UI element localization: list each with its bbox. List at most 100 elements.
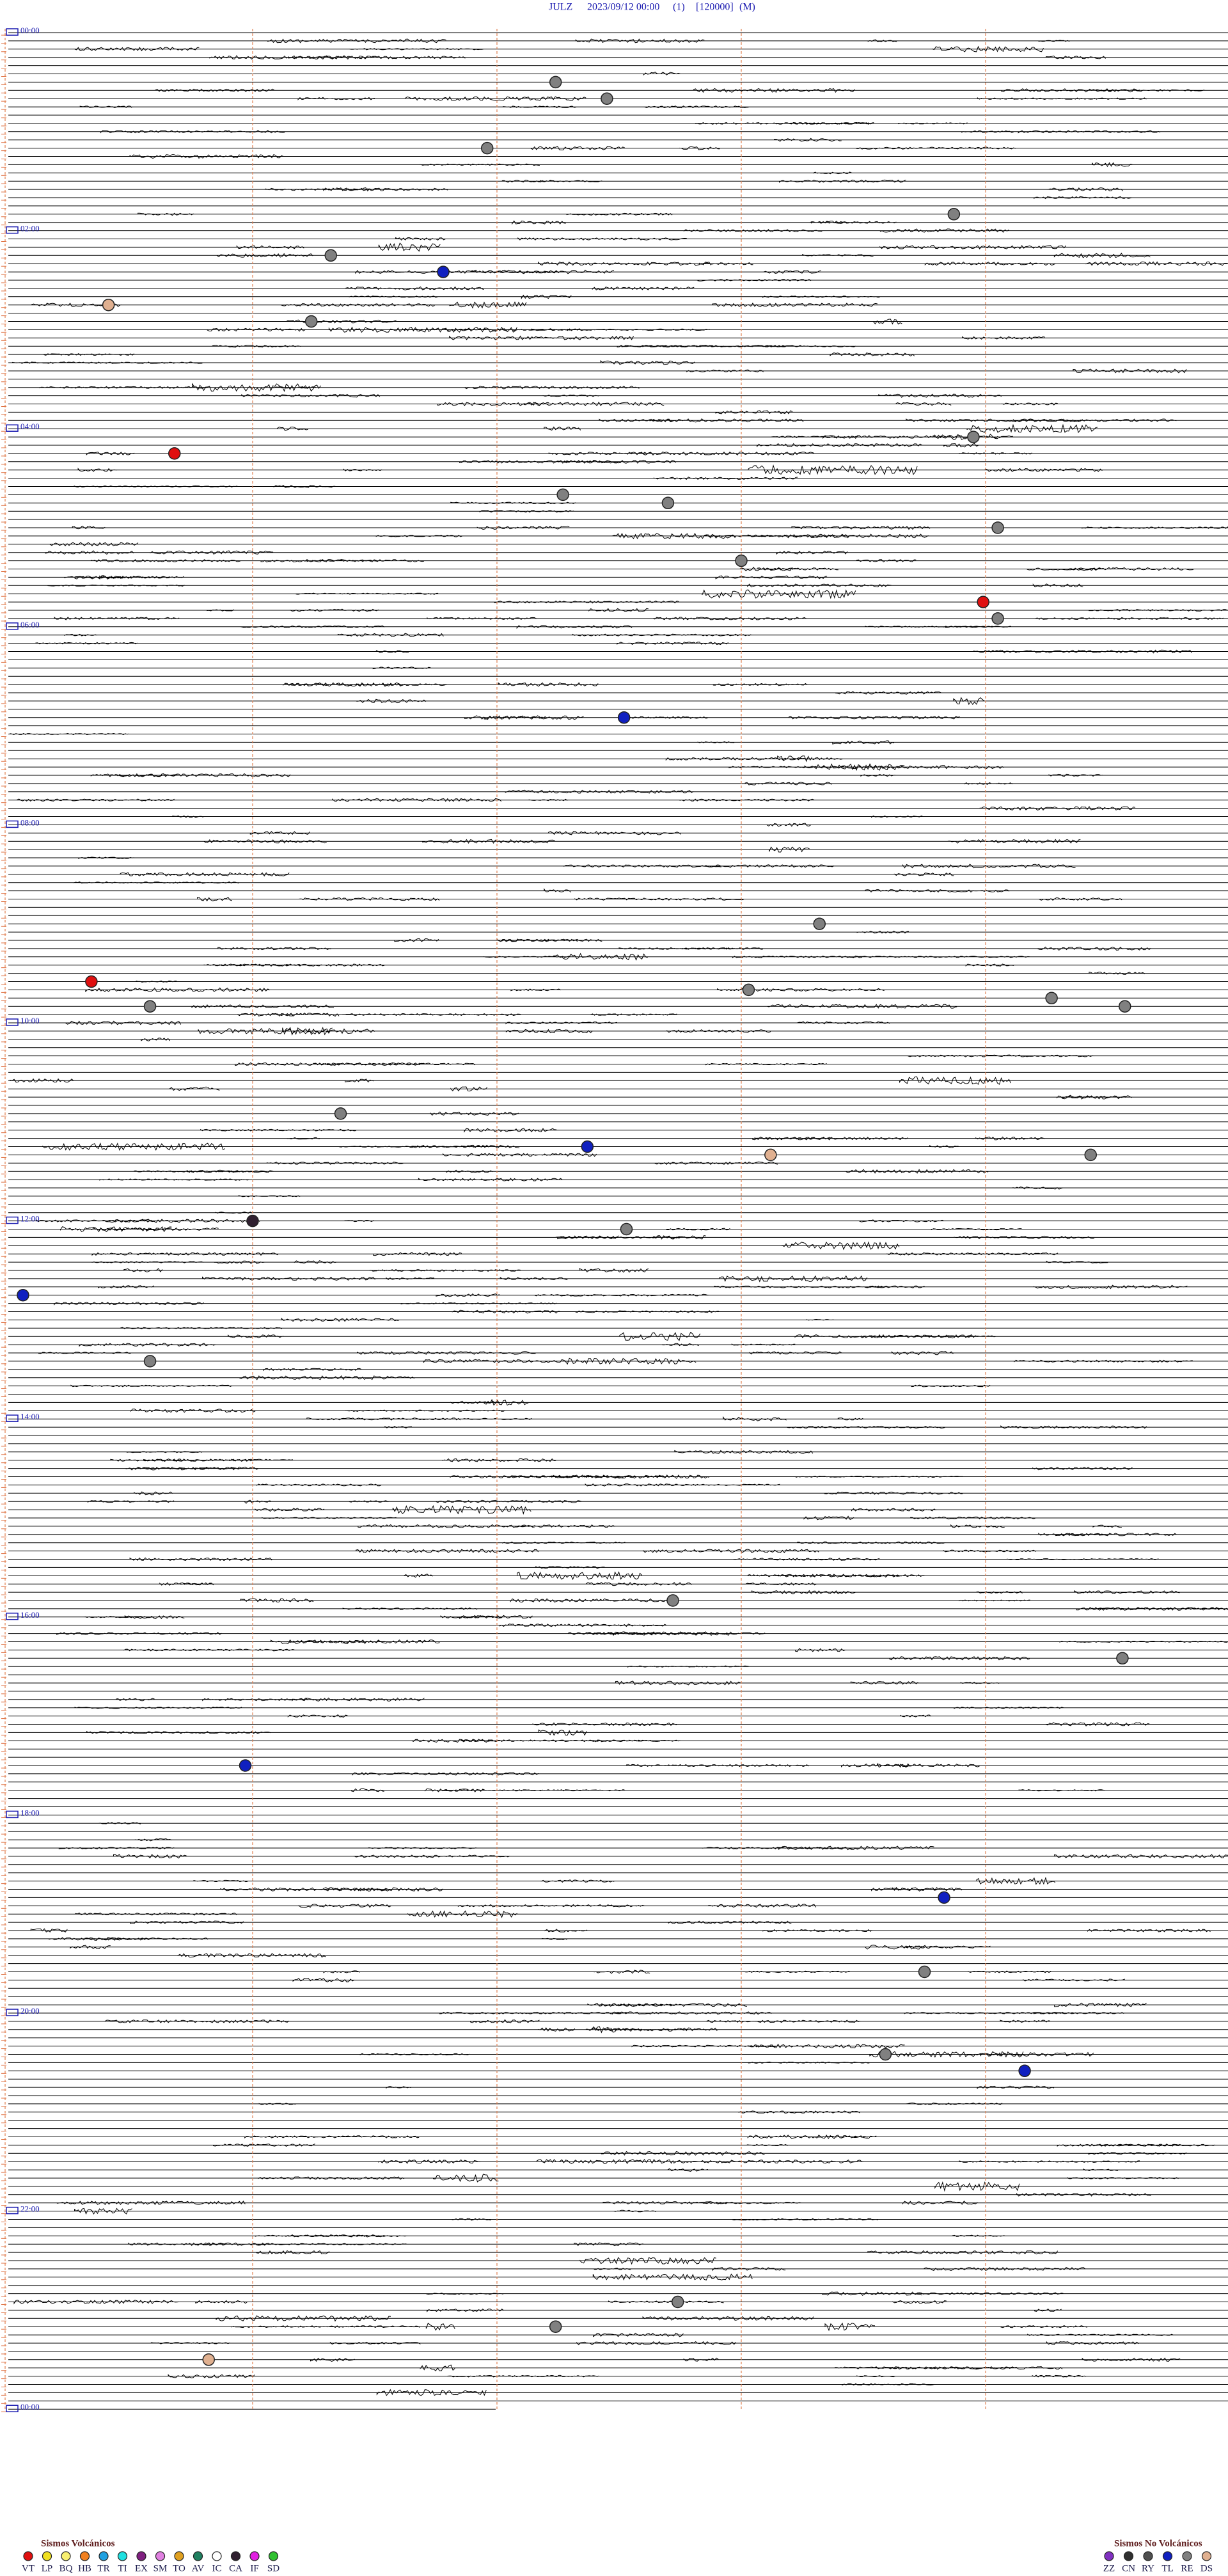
trace (8, 1762, 1228, 1768)
hour-marker (6, 2009, 19, 2016)
hour-marker (6, 820, 19, 828)
legend-swatch (1123, 2551, 1134, 2561)
trace (8, 1910, 1228, 1918)
trace (8, 633, 1228, 637)
trace (8, 600, 1228, 604)
trace (8, 1582, 1228, 1586)
trace (8, 625, 1228, 629)
hour-label: 06:00 (20, 620, 40, 629)
trace (8, 1714, 1228, 1718)
trace (8, 393, 1228, 398)
hour-marker (6, 1414, 19, 1422)
trace (8, 1268, 1228, 1273)
hour-label: 02:00 (20, 224, 40, 233)
trace (8, 220, 1228, 225)
legend-code: TL (1161, 2563, 1173, 2573)
trace (8, 1054, 1228, 1057)
trace (8, 1854, 1228, 1859)
event (967, 431, 980, 443)
trace (8, 1970, 1228, 1974)
trace (8, 252, 1228, 258)
trace (8, 2357, 1228, 2362)
event (202, 2353, 215, 2366)
legend-swatch (79, 2551, 90, 2561)
trace (8, 1624, 1228, 1627)
trace (8, 1615, 1228, 1620)
trace (8, 2174, 1228, 2183)
trace (8, 763, 1228, 771)
trace (8, 1474, 1228, 1479)
trace (8, 2250, 1228, 2255)
trace (8, 2110, 1228, 2114)
trace (8, 1904, 1228, 1908)
trace (8, 542, 1228, 547)
trace (8, 2300, 1228, 2305)
trace (8, 732, 1228, 736)
trace (8, 1409, 1228, 1413)
trace (8, 1945, 1228, 1950)
trace (8, 846, 1228, 853)
trace (8, 1458, 1228, 1462)
trace (8, 1076, 1228, 1085)
trace (8, 1062, 1228, 1066)
trace (8, 839, 1228, 844)
hour-marker (6, 424, 19, 432)
hour-label: 14:00 (20, 1412, 40, 1421)
hour-marker (6, 622, 19, 630)
trace (8, 946, 1228, 951)
trace (8, 1665, 1228, 1668)
trace (8, 525, 1228, 530)
trace (8, 789, 1228, 794)
trace (8, 459, 1228, 464)
legend-title: Sismos Volcánicos (41, 2538, 115, 2548)
legend-swatch (212, 2551, 222, 2561)
trace (8, 2158, 1228, 2165)
trace (8, 423, 1228, 434)
legend-code: LP (42, 2563, 53, 2573)
legend-swatch (193, 2551, 203, 2561)
trace (8, 2389, 1228, 2396)
trace (8, 1937, 1228, 1941)
event (168, 447, 181, 460)
event (102, 298, 115, 312)
trace (8, 980, 1228, 983)
trace (8, 952, 1228, 961)
event (742, 983, 755, 997)
trace (8, 1375, 1228, 1380)
trace (8, 319, 1228, 325)
trace (8, 286, 1228, 290)
trace (8, 2322, 1228, 2332)
event (324, 249, 337, 262)
trace (8, 434, 1228, 440)
trace (8, 1886, 1228, 1892)
legend-code: AV (192, 2563, 205, 2573)
legend-code: RY (1142, 2563, 1154, 2573)
trace (8, 383, 1228, 392)
event (991, 521, 1004, 534)
trace (8, 1136, 1228, 1141)
hour-label: 10:00 (20, 1016, 40, 1025)
trace (8, 1384, 1228, 1387)
trace (8, 502, 1228, 505)
event (977, 596, 989, 608)
legend-code: VT (22, 2563, 35, 2573)
legend-swatch (23, 2551, 33, 2561)
trace (8, 1533, 1228, 1537)
trace (8, 335, 1228, 340)
event (549, 75, 562, 89)
trace (8, 196, 1228, 200)
event (764, 1148, 777, 1162)
trace (8, 1038, 1228, 1041)
trace (8, 1275, 1228, 1283)
trace (8, 815, 1228, 818)
trace (8, 888, 1228, 893)
trace (8, 559, 1228, 563)
trace (8, 418, 1228, 423)
trace (8, 1838, 1228, 1842)
trace (8, 122, 1228, 125)
event (991, 612, 1004, 625)
hour-marker (6, 1810, 19, 1819)
legend-title: Sismos No Volcánicos (1114, 2538, 1202, 2548)
trace (8, 2168, 1228, 2172)
trace (8, 805, 1228, 811)
